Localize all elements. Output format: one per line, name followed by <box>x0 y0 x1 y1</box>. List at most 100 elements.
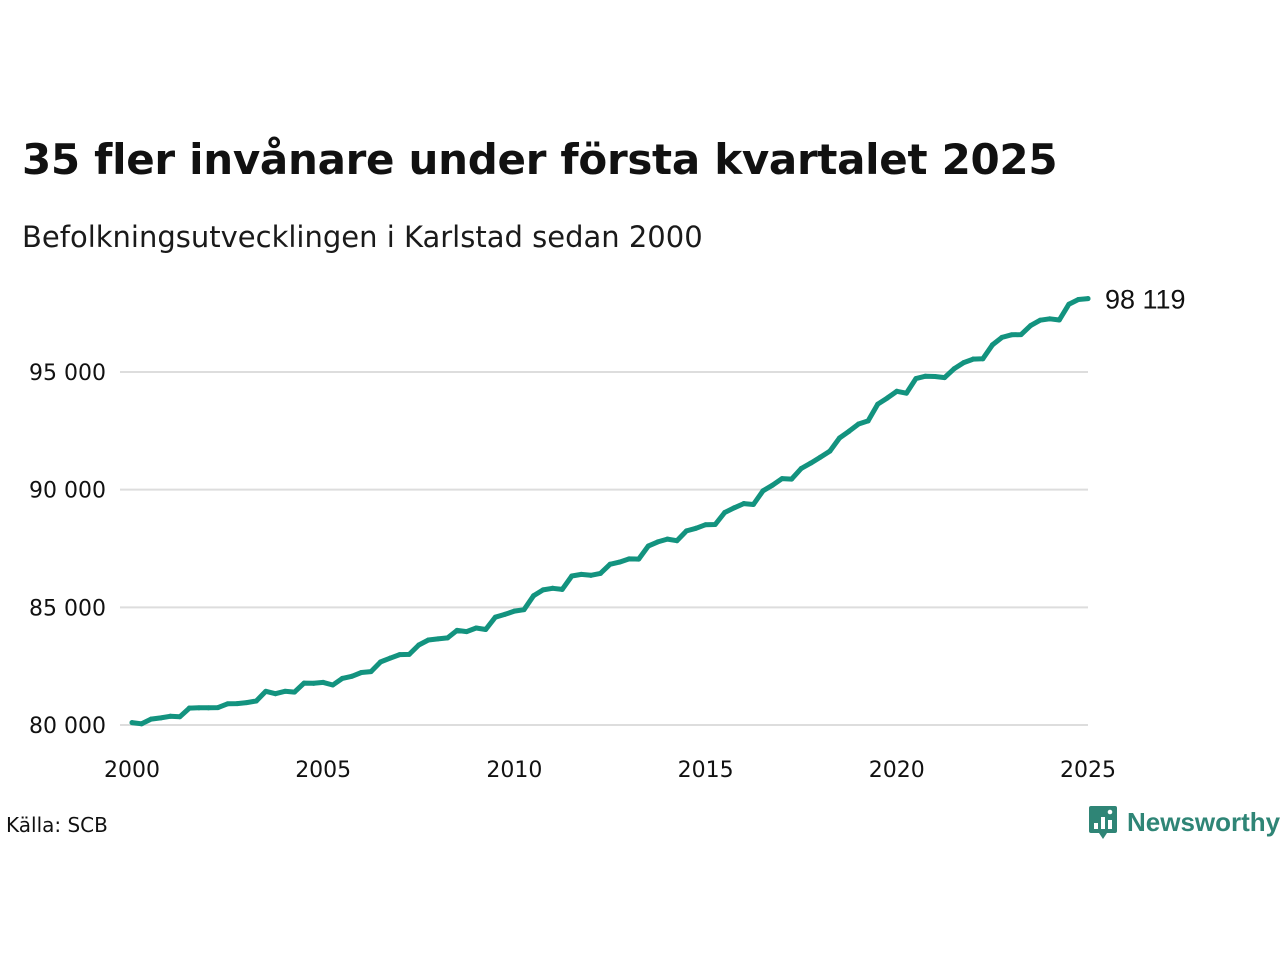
data-point <box>177 714 183 720</box>
data-point <box>387 655 393 661</box>
data-point <box>253 698 259 704</box>
data-point <box>913 376 919 382</box>
data-point <box>339 675 345 681</box>
data-point <box>406 651 412 657</box>
data-point <box>875 401 881 407</box>
data-point <box>1075 297 1081 303</box>
data-point <box>664 536 670 542</box>
data-point <box>167 713 173 719</box>
data-point <box>368 669 374 675</box>
data-point <box>808 460 814 466</box>
data-point <box>693 525 699 531</box>
data-point <box>789 476 795 482</box>
data-point <box>569 573 575 579</box>
data-point <box>827 448 833 454</box>
data-point <box>464 629 470 635</box>
data-point <box>550 585 556 591</box>
data-point <box>884 395 890 401</box>
data-point <box>961 360 967 366</box>
data-point <box>1028 323 1034 329</box>
brand-logo: Newsworthy <box>1088 804 1280 840</box>
data-point <box>349 673 355 679</box>
data-point <box>856 421 862 427</box>
data-point <box>282 688 288 694</box>
series-line <box>129 296 1091 727</box>
data-point <box>922 373 928 379</box>
data-point <box>225 701 231 707</box>
data-point <box>320 679 326 685</box>
data-point <box>397 652 403 658</box>
data-point <box>942 375 948 381</box>
data-point <box>378 659 384 665</box>
data-point <box>626 556 632 562</box>
data-point <box>903 390 909 396</box>
data-point <box>1066 301 1072 307</box>
data-point <box>731 505 737 511</box>
chart-title: 35 fler invånare under första kvartalet … <box>22 135 1058 184</box>
gridlines <box>120 371 1088 726</box>
data-point <box>330 682 336 688</box>
source-note: Källa: SCB <box>6 813 108 837</box>
x-tick-label: 2020 <box>869 758 925 783</box>
data-point <box>129 720 135 726</box>
data-point <box>215 705 221 711</box>
x-tick-label: 2025 <box>1060 758 1116 783</box>
chart-subtitle: Befolkningsutvecklingen i Karlstad sedan… <box>22 220 703 254</box>
data-point <box>425 637 431 643</box>
data-point <box>703 522 709 528</box>
data-point <box>1009 332 1015 338</box>
data-point <box>597 570 603 576</box>
data-point <box>865 418 871 424</box>
data-point <box>655 539 661 545</box>
data-point <box>263 688 269 694</box>
data-point <box>205 705 211 711</box>
data-point <box>951 366 957 372</box>
data-point <box>292 689 298 695</box>
data-point <box>139 721 145 727</box>
y-tick-label: 85 000 <box>29 596 106 621</box>
data-point <box>932 373 938 379</box>
data-point <box>980 356 986 362</box>
data-point <box>1085 296 1091 302</box>
data-point <box>148 716 154 722</box>
data-point <box>416 642 422 648</box>
data-point <box>712 521 718 527</box>
data-point <box>521 607 527 613</box>
data-point <box>559 586 565 592</box>
data-point <box>683 528 689 534</box>
x-tick-label: 2015 <box>678 758 734 783</box>
data-point <box>473 625 479 631</box>
y-tick-label: 95 000 <box>29 361 106 386</box>
data-point <box>836 435 842 441</box>
data-point <box>750 501 756 507</box>
data-point <box>617 559 623 565</box>
data-point <box>311 680 317 686</box>
data-point <box>272 691 278 697</box>
brand-name: Newsworthy <box>1127 806 1280 837</box>
data-point <box>588 572 594 578</box>
data-point <box>770 482 776 488</box>
data-point <box>894 388 900 394</box>
data-point <box>989 342 995 348</box>
data-point <box>999 334 1005 340</box>
data-point <box>741 501 747 507</box>
data-point <box>196 705 202 711</box>
data-point <box>435 636 441 642</box>
data-point <box>1047 316 1053 322</box>
data-point <box>760 488 766 494</box>
data-point <box>244 700 250 706</box>
data-point <box>817 454 823 460</box>
data-point <box>636 556 642 562</box>
end-value-label: 98 119 <box>1105 285 1186 315</box>
data-point <box>531 593 537 599</box>
data-labels: 98 119 <box>1105 285 1186 315</box>
data-point <box>1056 317 1062 323</box>
data-point <box>186 705 192 711</box>
data-point <box>645 543 651 549</box>
x-axis: 2000 2005 2010 2015 2020 2025 <box>104 758 1116 783</box>
data-point <box>1018 332 1024 338</box>
data-point <box>607 561 613 567</box>
y-axis: 80 000 85 000 90 000 95 000 <box>29 361 106 739</box>
data-point <box>454 627 460 633</box>
newsworthy-logo-icon <box>1089 806 1117 839</box>
